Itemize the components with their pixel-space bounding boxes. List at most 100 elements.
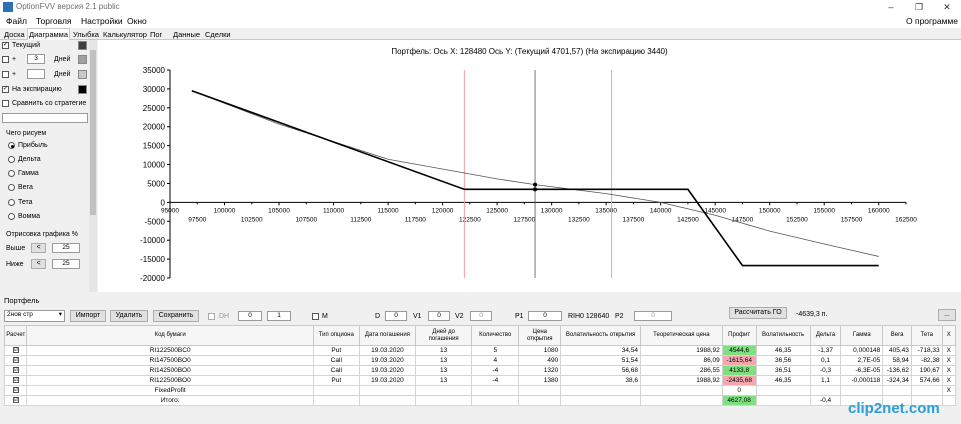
days1-input[interactable]: 3 bbox=[27, 54, 45, 64]
expiry-color-swatch[interactable] bbox=[78, 85, 87, 94]
table-cell-container: 4 bbox=[471, 355, 520, 366]
radio-vega[interactable] bbox=[8, 184, 15, 191]
positions-table: Расчет Код бумаги Тип опциона Дата погашени… bbox=[3, 325, 957, 406]
radio-vomma[interactable] bbox=[8, 213, 15, 220]
p1-input[interactable]: 0 bbox=[528, 311, 562, 321]
below-decrease-button[interactable]: < bbox=[31, 259, 46, 269]
m-label: M bbox=[322, 313, 328, 320]
days2-checkbox[interactable] bbox=[2, 71, 9, 78]
row-calc-checkbox[interactable]: ☑ bbox=[12, 357, 19, 364]
column-header[interactable]: Вега bbox=[882, 325, 912, 346]
dh-checkbox[interactable] bbox=[208, 313, 215, 320]
import-button[interactable]: Импорт bbox=[70, 310, 106, 322]
compare-strategy-field[interactable] bbox=[2, 113, 88, 123]
row-remove-button[interactable]: X bbox=[946, 387, 951, 394]
above-input[interactable]: 25 bbox=[52, 243, 80, 253]
column-header[interactable]: Тип опциона bbox=[312, 325, 360, 346]
column-header[interactable]: Расчет bbox=[3, 325, 28, 346]
compare-checkbox[interactable] bbox=[2, 100, 9, 107]
below-input[interactable]: 25 bbox=[52, 259, 80, 269]
tab-diagram[interactable]: Диаграмма bbox=[27, 28, 71, 41]
table-cell-container: 86,09 bbox=[639, 355, 723, 366]
column-header[interactable]: Гамма bbox=[840, 325, 884, 346]
column-header[interactable]: Код бумаги bbox=[26, 325, 314, 346]
tab-smile[interactable]: Улыбка bbox=[73, 30, 99, 39]
row-remove-button[interactable]: X bbox=[946, 357, 951, 364]
row-calc-checkbox[interactable]: ☑ bbox=[12, 387, 19, 394]
current-color-swatch[interactable] bbox=[78, 41, 87, 50]
payoff-chart[interactable]: 35000 30000 25000 20000 15000 10000 5000 0 -5000… bbox=[98, 40, 961, 292]
column-header[interactable]: Тета bbox=[910, 325, 943, 346]
table-row[interactable]: ☑ RI142500BO0 Call 19.03.2020 13 -4 1320 56,68 2… bbox=[3, 365, 957, 376]
radio-theta[interactable] bbox=[8, 199, 15, 206]
column-header[interactable]: Дней до погашения bbox=[415, 325, 473, 346]
table-cell: 4 bbox=[493, 357, 498, 364]
column-header[interactable]: Профит bbox=[721, 325, 757, 346]
table-cell-container: 405,43 bbox=[882, 345, 912, 356]
radio-gamma[interactable] bbox=[8, 170, 15, 177]
current-series-line bbox=[191, 90, 879, 257]
days2-color-swatch[interactable] bbox=[78, 70, 87, 79]
column-header[interactable]: Дата погашения bbox=[358, 325, 417, 346]
p2-input[interactable]: 0 bbox=[634, 311, 672, 321]
tab-data[interactable]: Данные bbox=[173, 30, 201, 39]
tab-pog[interactable]: Пог bbox=[150, 30, 163, 39]
column-header[interactable]: Количество bbox=[471, 325, 520, 346]
row-remove-button[interactable]: X bbox=[946, 377, 951, 384]
column-header[interactable]: Дельта bbox=[809, 325, 842, 346]
row-remove-button[interactable]: X bbox=[946, 347, 951, 354]
table-row[interactable]: ☑ RI122500BC0 Put 19.03.2020 13 5 1080 34,54 198… bbox=[3, 345, 957, 356]
dh-spin1[interactable]: 0 bbox=[238, 311, 262, 321]
delete-button[interactable]: Удалить bbox=[110, 310, 148, 322]
table-row[interactable]: ☑ RI147500BO0 Call 19.03.2020 13 4 490 51,54 86,… bbox=[3, 355, 957, 366]
dh-spin2[interactable]: 1 bbox=[267, 311, 291, 321]
current-checkbox[interactable]: ✓ bbox=[2, 42, 9, 49]
menu-settings[interactable]: Настройки bbox=[81, 16, 123, 26]
y-tick-label: 20000 bbox=[143, 123, 166, 132]
m-checkbox[interactable] bbox=[312, 313, 319, 320]
radio-delta[interactable] bbox=[8, 156, 15, 163]
row-remove-button[interactable]: X bbox=[946, 367, 951, 374]
column-header[interactable]: Теоретическая цена bbox=[639, 325, 723, 346]
column-header[interactable]: Цена открытия bbox=[518, 325, 562, 346]
minimize-button[interactable]: – bbox=[888, 2, 894, 12]
days1-checkbox[interactable] bbox=[2, 56, 9, 63]
menu-trade[interactable]: Торговля bbox=[36, 16, 72, 26]
restore-button[interactable]: ❐ bbox=[914, 2, 924, 12]
calculate-go-button[interactable]: Рассчитать ГО bbox=[729, 307, 787, 319]
portfolio-select[interactable]: 2нов стр ▾ bbox=[4, 310, 65, 322]
column-header[interactable]: X bbox=[941, 325, 957, 346]
tab-deals[interactable]: Сделки bbox=[205, 30, 231, 39]
v2-input[interactable]: 0 bbox=[470, 311, 492, 321]
days1-color-swatch[interactable] bbox=[78, 55, 87, 64]
menu-file[interactable]: Файл bbox=[6, 16, 27, 26]
table-row[interactable]: ☑ RI122500BO0 Put 19.03.2020 13 -4 1380 38,6 198… bbox=[3, 375, 957, 386]
more-button[interactable]: ... bbox=[938, 309, 956, 321]
d-input[interactable]: 0 bbox=[385, 311, 407, 321]
table-row[interactable]: ☑ FixedProfit 0 X bbox=[3, 385, 957, 396]
row-calc-checkbox[interactable]: ☑ bbox=[12, 377, 19, 384]
row-calc-checkbox[interactable]: ☑ bbox=[12, 397, 19, 404]
row-calc-checkbox[interactable]: ☑ bbox=[12, 347, 19, 354]
table-cell-container: ☑ bbox=[3, 345, 28, 356]
x-tick-label: 100000 bbox=[214, 207, 236, 214]
days2-input[interactable] bbox=[27, 69, 45, 79]
column-header[interactable]: Волатильность bbox=[755, 325, 811, 346]
table-cell-container bbox=[840, 385, 884, 396]
tab-calculator[interactable]: Калькулятор bbox=[103, 30, 147, 39]
above-decrease-button[interactable]: < bbox=[31, 243, 46, 253]
save-button[interactable]: Сохранить bbox=[153, 310, 199, 322]
column-header[interactable]: Волатильность открытия bbox=[560, 325, 641, 346]
expiry-checkbox[interactable]: ✓ bbox=[2, 86, 9, 93]
radio-profit[interactable] bbox=[8, 142, 15, 149]
table-row[interactable]: ☑ Итого: 4627,08 -0,4 bbox=[3, 395, 957, 406]
tab-board[interactable]: Доска bbox=[4, 30, 25, 39]
table-cell-container: 0,1 bbox=[809, 355, 842, 366]
left-panel-scrollbar[interactable] bbox=[89, 40, 97, 292]
expiry-point bbox=[533, 187, 538, 192]
close-button[interactable]: ✕ bbox=[943, 2, 951, 12]
menu-about[interactable]: О программе bbox=[906, 16, 959, 26]
menu-window[interactable]: Окно bbox=[127, 16, 147, 26]
v1-input[interactable]: 0 bbox=[428, 311, 450, 321]
row-calc-checkbox[interactable]: ☑ bbox=[12, 367, 19, 374]
